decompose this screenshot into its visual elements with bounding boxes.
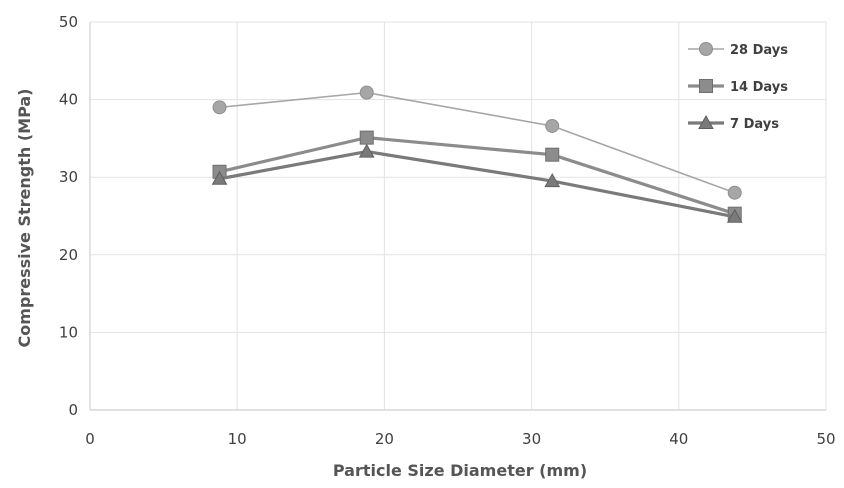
legend-item: 7 Days (688, 114, 779, 132)
legend-marker-triangle (698, 114, 714, 129)
axes (89, 22, 826, 411)
legend-marker-square (699, 79, 713, 93)
legend: 28 Days 14 Days 7 Days (688, 42, 788, 132)
legend-label: 14 Days (730, 80, 788, 95)
y-axis-title: Compressive Strength (MPa) (15, 89, 34, 348)
y-tick-labels: 0 10 20 30 40 50 (59, 13, 78, 419)
y-tick-label: 30 (59, 168, 78, 186)
data-point-square (359, 130, 374, 145)
legend-label: 28 Days (730, 43, 788, 58)
x-tick-label: 0 (85, 430, 95, 448)
data-point-triangle (211, 170, 228, 185)
series-7-days (211, 143, 743, 223)
legend-item: 28 Days (688, 42, 788, 58)
data-point-circle (359, 85, 374, 100)
data-point-triangle (544, 173, 561, 188)
legend-item: 14 Days (688, 79, 788, 95)
series-line (219, 136, 736, 216)
legend-label: 7 Days (730, 117, 779, 132)
y-tick-label: 20 (59, 246, 78, 264)
y-tick-label: 40 (59, 91, 78, 109)
series-line (219, 91, 736, 194)
series-group (211, 85, 743, 223)
data-point-circle (212, 100, 227, 115)
x-tick-labels: 0 10 20 30 40 50 (85, 430, 835, 448)
x-tick-label: 30 (522, 430, 541, 448)
x-tick-label: 50 (816, 430, 835, 448)
x-tick-label: 20 (375, 430, 394, 448)
x-axis-title: Particle Size Diameter (mm) (333, 461, 587, 480)
x-tick-label: 10 (228, 430, 247, 448)
data-point-triangle (726, 208, 743, 223)
data-point-triangle (358, 143, 375, 158)
series-line (219, 149, 736, 219)
data-point-circle (545, 118, 560, 133)
y-tick-label: 50 (59, 13, 78, 31)
y-tick-label: 0 (68, 401, 78, 419)
legend-marker-circle (699, 42, 713, 56)
data-point-square (545, 147, 560, 162)
x-tick-label: 40 (669, 430, 688, 448)
series-28-days (212, 85, 742, 200)
y-tick-label: 10 (59, 323, 78, 341)
data-point-circle (727, 185, 742, 200)
